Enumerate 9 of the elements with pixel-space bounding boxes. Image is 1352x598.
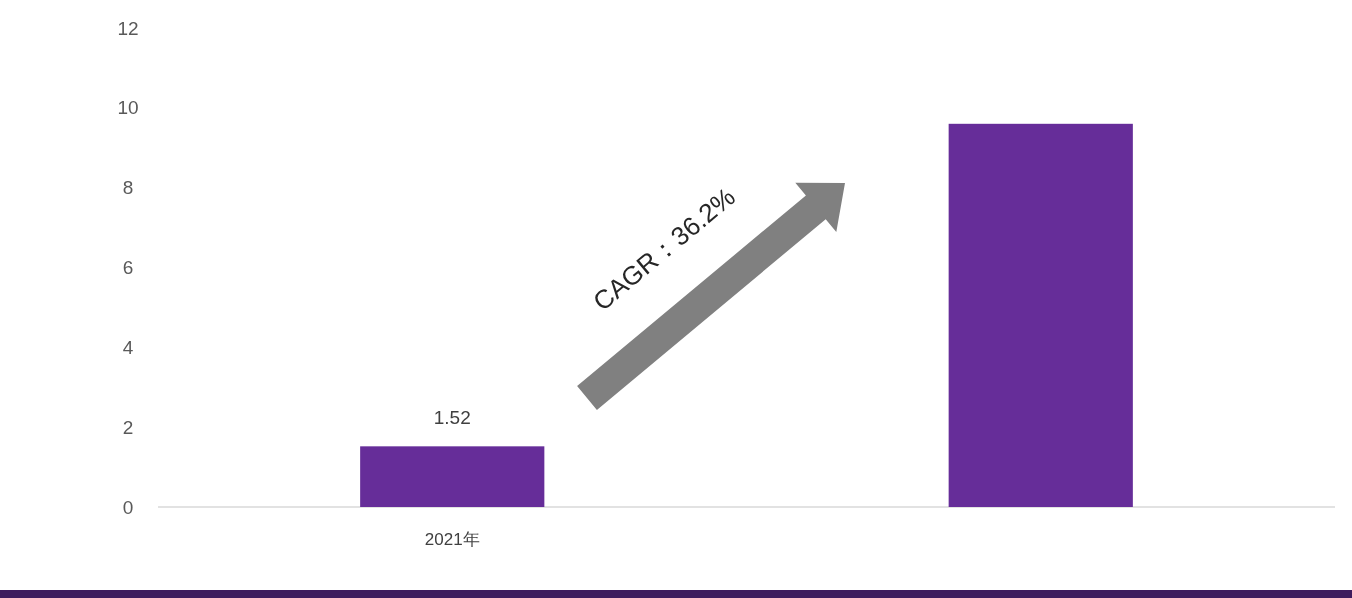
y-tick-label: 2 xyxy=(122,416,134,438)
y-tick-label: 6 xyxy=(122,257,134,278)
data-label: 1.52 xyxy=(433,407,471,429)
y-tick-label: 0 xyxy=(122,496,134,518)
y-tick-label: 4 xyxy=(122,336,134,358)
y-tick-label: 12 xyxy=(117,17,139,39)
x-tick-label: 2021年 xyxy=(424,530,480,549)
y-tick-label: 8 xyxy=(122,177,134,199)
y-tick-label: 10 xyxy=(117,97,139,119)
